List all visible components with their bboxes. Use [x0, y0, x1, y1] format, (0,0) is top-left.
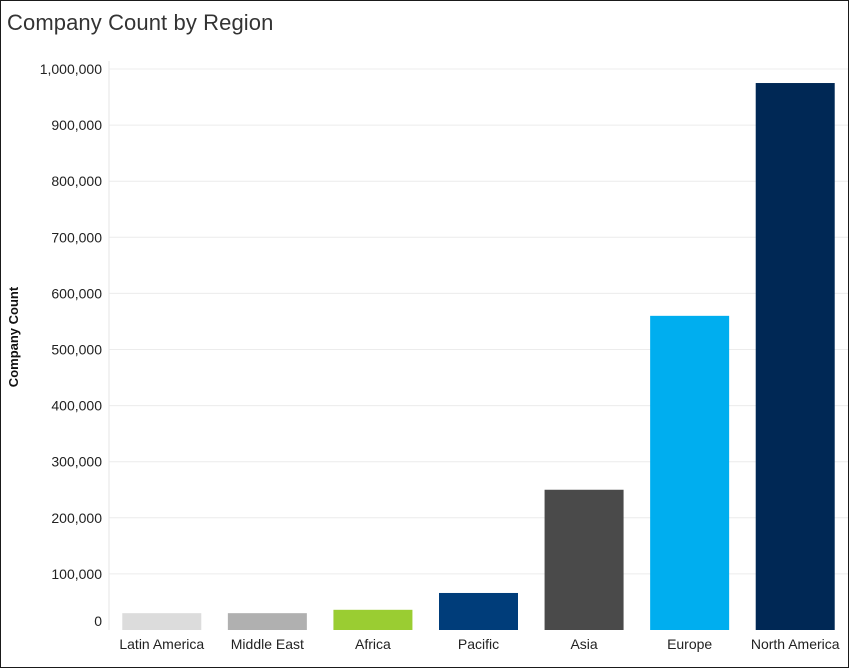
- y-tick-label: 100,000: [51, 566, 102, 582]
- bar-asia[interactable]: [544, 489, 624, 630]
- y-tick-label: 500,000: [51, 342, 102, 358]
- y-tick-label: 200,000: [51, 510, 102, 526]
- y-tick-label: 300,000: [51, 454, 102, 470]
- bar-north-america[interactable]: [755, 83, 835, 630]
- bar-latin-america[interactable]: [122, 613, 202, 630]
- y-tick-label: 1,000,000: [40, 61, 102, 77]
- y-tick-label: 400,000: [51, 398, 102, 414]
- x-category-label: North America: [751, 636, 840, 652]
- y-axis-ticks: 0 100,000 200,000 300,000 400,000 500,000 600,…: [40, 61, 103, 629]
- y-tick-label: 800,000: [51, 173, 102, 189]
- chart-title: Company Count by Region: [7, 10, 274, 35]
- bar-middle-east[interactable]: [227, 613, 307, 630]
- x-axis-categories: Latin America Middle East Africa Pacific Asi…: [119, 636, 839, 652]
- x-category-label: Latin America: [119, 636, 204, 652]
- bars: [122, 83, 835, 630]
- x-category-label: Asia: [570, 636, 597, 652]
- y-axis-title: Company Count: [6, 286, 21, 387]
- bar-africa[interactable]: [333, 609, 413, 630]
- bar-europe[interactable]: [650, 315, 730, 630]
- x-category-label: Africa: [355, 636, 391, 652]
- y-tick-label: 700,000: [51, 229, 102, 245]
- y-tick-label: 0: [94, 613, 102, 629]
- y-tick-label: 600,000: [51, 285, 102, 301]
- x-category-label: Europe: [667, 636, 712, 652]
- gridlines: [108, 61, 848, 630]
- x-category-label: Pacific: [458, 636, 499, 652]
- x-category-label: Middle East: [231, 636, 304, 652]
- bar-pacific[interactable]: [439, 592, 518, 630]
- y-tick-label: 900,000: [51, 117, 102, 133]
